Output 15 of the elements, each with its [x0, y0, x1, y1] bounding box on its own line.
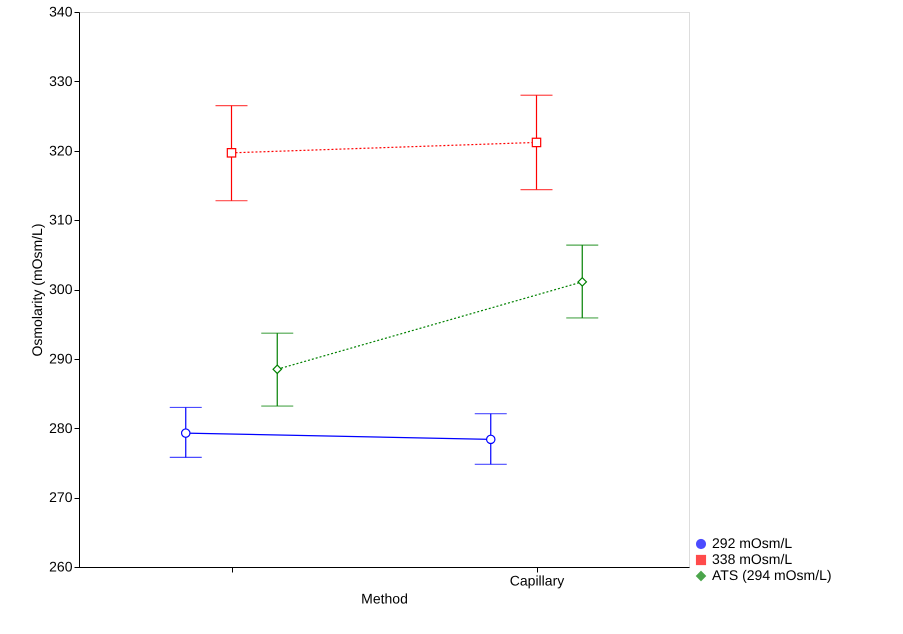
y-tick-label: 340: [49, 4, 73, 20]
y-tick-label: 310: [49, 212, 73, 228]
legend-label: 292 mOsm/L: [712, 535, 792, 551]
y-tick-label: 290: [49, 350, 73, 366]
x-tick-label: Capillary: [510, 572, 564, 588]
y-tick-label: 300: [49, 281, 73, 297]
y-tick-label: 270: [49, 489, 73, 506]
y-tick-label: 260: [49, 558, 73, 574]
legend-label: ATS (294 mOsm/L): [712, 567, 832, 583]
y-tick-label: 280: [49, 420, 73, 436]
x-axis-title: Method: [361, 590, 408, 606]
y-axis-title: Osmolarity (mOsm/L): [29, 224, 46, 356]
y-tick-label: 320: [49, 142, 73, 158]
y-tick-label: 330: [49, 72, 73, 89]
legend-label: 338 mOsm/L: [712, 551, 792, 567]
